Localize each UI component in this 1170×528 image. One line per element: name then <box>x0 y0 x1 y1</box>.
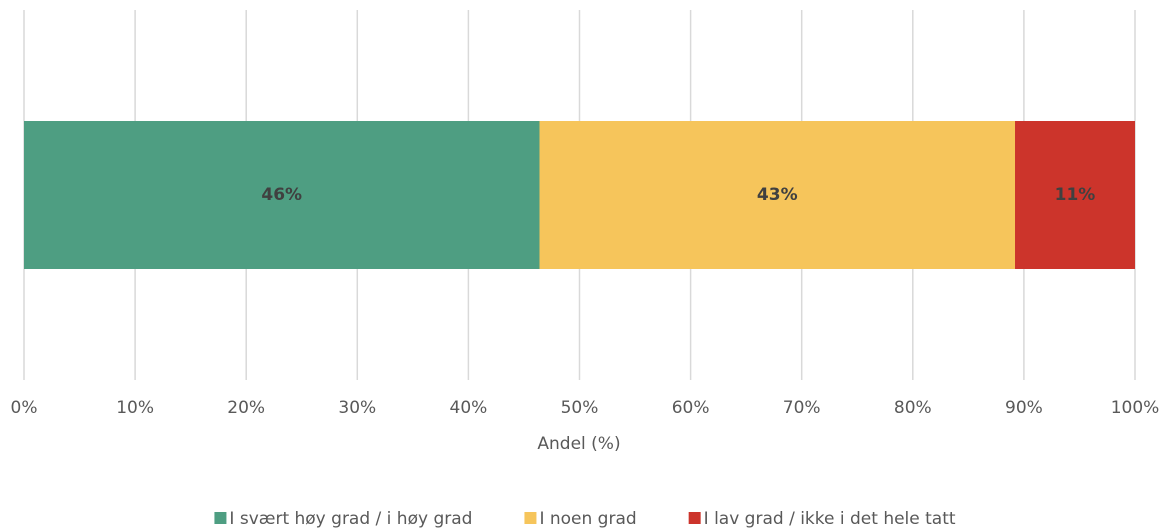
x-tick-label: 80% <box>894 398 932 418</box>
bar-segment <box>539 121 1016 269</box>
x-tick-label: 30% <box>338 398 376 418</box>
legend-swatch <box>214 512 227 524</box>
bar-segment <box>1015 121 1135 269</box>
legend-swatch <box>524 512 537 524</box>
legend-label: I lav grad / ikke i det hele tatt <box>704 509 956 528</box>
x-tick-label: 0% <box>11 398 38 418</box>
x-axis-label: Andel (%) <box>537 434 620 454</box>
bar-segment <box>24 121 540 269</box>
x-tick-label: 60% <box>672 398 710 418</box>
x-tick-label: 90% <box>1005 398 1043 418</box>
x-tick-label: 40% <box>450 398 488 418</box>
legend-swatch <box>688 512 701 524</box>
value-label: 46% <box>261 185 302 205</box>
value-label: 43% <box>757 185 798 205</box>
x-tick-label: 20% <box>227 398 265 418</box>
x-tick-label: 100% <box>1111 398 1160 418</box>
x-tick-label: 70% <box>783 398 821 418</box>
x-tick-label: 50% <box>561 398 599 418</box>
legend-label: I svært høy grad / i høy grad <box>229 509 472 528</box>
x-tick-label: 10% <box>116 398 154 418</box>
value-label: 11% <box>1055 185 1096 205</box>
legend-label: I noen grad <box>539 509 636 528</box>
